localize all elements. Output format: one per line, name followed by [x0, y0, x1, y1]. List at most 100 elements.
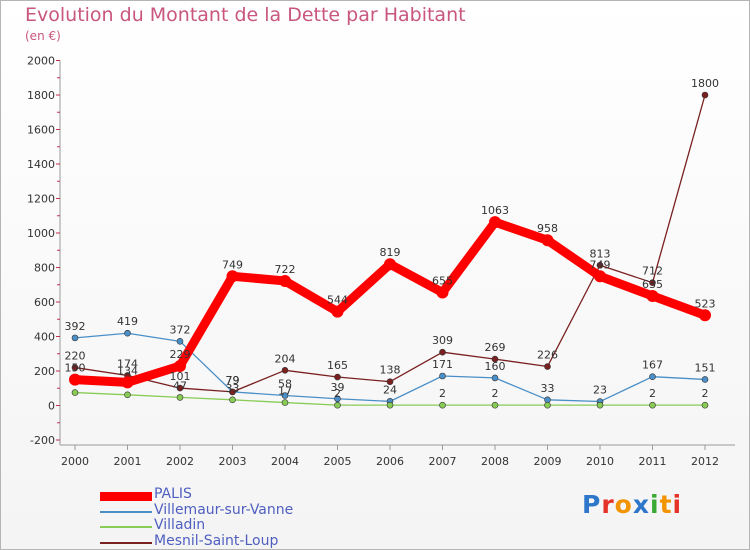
data-label: 2	[649, 387, 656, 400]
data-point	[649, 401, 656, 409]
x-tick-label: 2002	[166, 455, 194, 468]
data-label: 151	[695, 361, 716, 374]
x-tick-label: 2010	[586, 455, 614, 468]
data-point	[541, 234, 554, 247]
chart-title: Evolution du Montant de la Dette par Hab…	[25, 4, 466, 26]
data-point	[491, 355, 499, 363]
data-point	[701, 401, 709, 409]
legend-swatch	[100, 526, 152, 528]
data-label: 204	[275, 352, 296, 365]
data-point	[646, 289, 659, 302]
data-point	[544, 401, 551, 409]
y-tick-label: -200	[30, 434, 55, 447]
data-label: 2	[702, 387, 709, 400]
data-point	[699, 309, 711, 322]
data-point	[384, 258, 396, 271]
data-point	[701, 376, 709, 383]
data-point	[491, 401, 499, 409]
data-point	[229, 396, 236, 404]
data-label: 2	[492, 387, 499, 400]
proxiti-logo: Proxiti	[582, 490, 682, 519]
data-label: 79	[226, 374, 240, 387]
data-label: 2	[439, 387, 446, 400]
logo-letter: x	[632, 490, 650, 519]
data-label: 813	[590, 247, 611, 260]
data-point	[176, 338, 184, 345]
data-label: 24	[383, 383, 397, 396]
data-point	[436, 286, 449, 299]
data-label: 39	[331, 381, 345, 394]
data-label: 167	[642, 359, 663, 372]
data-point	[334, 395, 341, 403]
data-point	[334, 373, 341, 381]
data-label: 372	[170, 323, 191, 336]
y-tick-label: 200	[34, 365, 55, 378]
data-label: 226	[537, 349, 558, 362]
data-label: 309	[432, 334, 453, 347]
data-point	[281, 399, 289, 406]
x-tick-label: 2011	[639, 455, 667, 468]
legend-label: Villemaur-sur-Vanne	[154, 501, 294, 518]
data-point	[596, 261, 604, 269]
x-tick-label: 2007	[429, 455, 457, 468]
data-point	[174, 359, 186, 372]
x-tick-label: 2008	[481, 455, 509, 468]
data-label: 712	[642, 265, 663, 278]
data-point	[124, 329, 131, 337]
data-point	[281, 367, 289, 374]
y-tick-label: 600	[34, 296, 55, 309]
data-label: 33	[541, 382, 555, 395]
data-point	[71, 389, 79, 396]
x-tick-label: 2009	[534, 455, 562, 468]
data-point	[124, 391, 131, 399]
x-tick-label: 2004	[271, 455, 299, 468]
logo-letter: P	[582, 490, 602, 519]
data-label: 722	[275, 263, 296, 276]
data-label: 101	[170, 370, 191, 383]
x-tick-label: 2012	[691, 455, 719, 468]
data-label: 958	[537, 222, 558, 235]
data-label: 749	[222, 258, 243, 271]
data-point	[226, 270, 239, 283]
data-label: 392	[65, 320, 86, 333]
data-label: 160	[485, 360, 506, 373]
y-tick-label: 0	[48, 400, 55, 413]
data-point	[229, 388, 236, 396]
data-point	[386, 401, 394, 409]
x-tick-label: 2003	[219, 455, 247, 468]
data-point	[71, 334, 79, 342]
data-label: 33	[226, 382, 240, 395]
legend-swatch	[100, 541, 152, 544]
data-point	[176, 384, 184, 392]
data-label: 819	[380, 246, 401, 259]
data-label: 79	[226, 374, 240, 387]
logo-letter: r	[601, 490, 615, 519]
data-label: 2	[334, 387, 341, 400]
data-label: 171	[432, 358, 453, 371]
data-label: 220	[65, 350, 86, 363]
data-point	[701, 91, 709, 99]
data-point	[649, 373, 656, 380]
data-label: 174	[117, 357, 138, 370]
logo-letter: i	[672, 490, 683, 519]
data-point	[121, 376, 134, 389]
data-point	[649, 279, 656, 286]
legend-swatch	[100, 510, 152, 513]
data-point	[594, 270, 606, 283]
data-label: 138	[380, 364, 401, 377]
data-point	[439, 401, 446, 409]
data-point	[439, 372, 446, 380]
data-label: 47	[173, 379, 187, 392]
x-tick-label: 2001	[114, 455, 142, 468]
y-tick-label: 400	[34, 331, 55, 344]
y-tick-label: 1400	[27, 158, 55, 171]
y-tick-label: 1800	[27, 89, 55, 102]
data-label: 635	[642, 278, 663, 291]
data-label: 17	[278, 385, 292, 398]
data-label: 58	[278, 377, 292, 390]
data-point	[279, 274, 291, 287]
data-label: 655	[432, 275, 453, 288]
data-point	[544, 363, 551, 370]
x-tick-label: 2006	[376, 455, 404, 468]
